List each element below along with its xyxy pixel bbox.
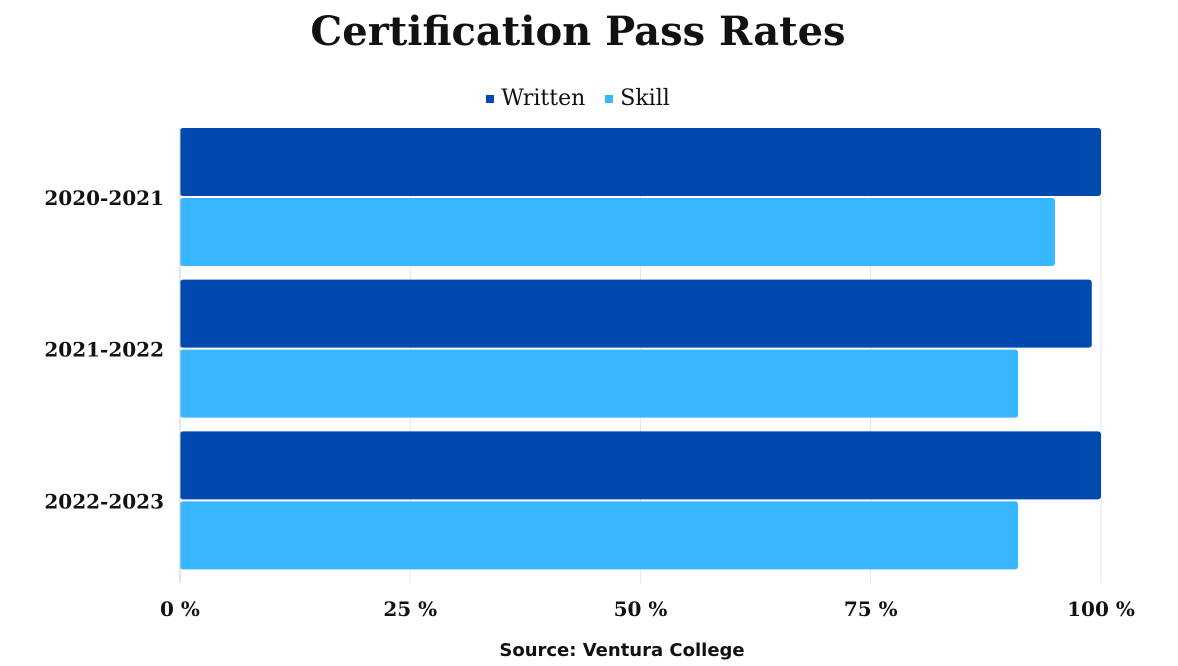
bar-written-1 xyxy=(180,279,1092,348)
x-tick-label-4: 100 % xyxy=(1067,597,1135,621)
category-label-0: 2020-2021 xyxy=(44,186,164,210)
x-tick-label-3: 75 % xyxy=(844,597,898,621)
legend-label-written: Written xyxy=(501,86,586,111)
source-note: Source: Ventura College xyxy=(499,640,745,661)
bar-written-0 xyxy=(180,128,1101,196)
x-tick-label-0: 0 % xyxy=(160,597,200,621)
x-tick-label-1: 25 % xyxy=(383,597,437,621)
legend-item-skill: Skill xyxy=(605,86,670,111)
legend-item-written: Written xyxy=(486,86,585,111)
bar-written-2 xyxy=(180,431,1101,500)
category-label-1: 2021-2022 xyxy=(44,338,164,362)
bar-skill-1 xyxy=(180,349,1019,418)
legend-swatch-skill xyxy=(605,94,614,103)
bar-skill-2 xyxy=(180,501,1019,570)
legend-label-skill: Skill xyxy=(620,86,670,111)
legend-swatch-written xyxy=(486,94,495,103)
bar-skill-0 xyxy=(180,198,1055,266)
category-label-2: 2022-2023 xyxy=(44,489,164,513)
x-tick-label-2: 50 % xyxy=(614,597,668,621)
legend: Written Skill xyxy=(0,86,1156,111)
chart-title: Certification Pass Rates xyxy=(310,8,846,55)
